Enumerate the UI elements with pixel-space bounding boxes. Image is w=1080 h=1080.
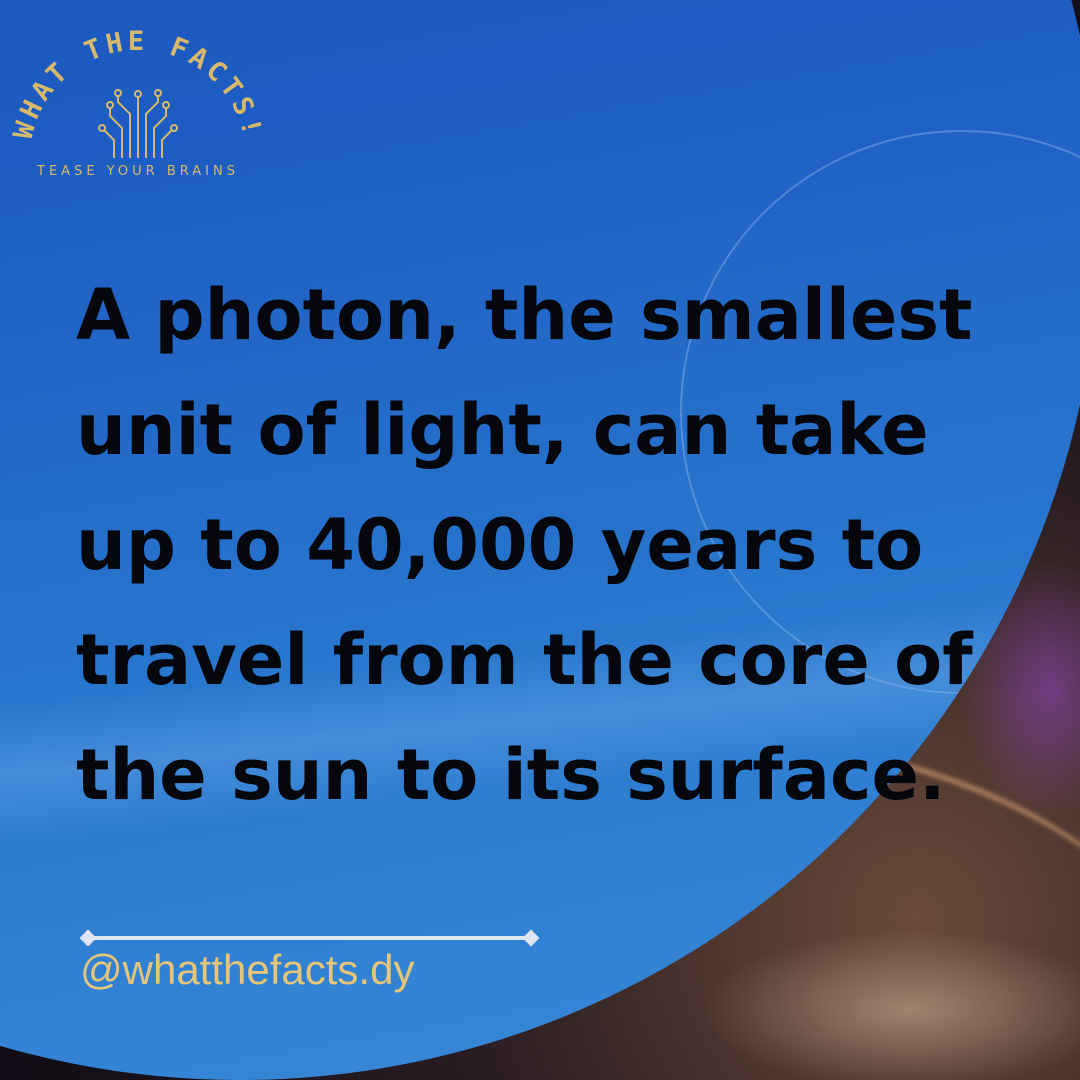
fact-line: unit of light, can take (76, 389, 929, 471)
brand-logo: WHAT THE FACTS! (8, 18, 268, 193)
background-warm-glow (700, 930, 1080, 1080)
brand-tagline: TEASE YOUR BRAINS (37, 164, 239, 179)
fact-line: the sun to its surface. (76, 734, 946, 816)
fact-line: travel from the core of (76, 619, 973, 701)
divider-line (88, 936, 532, 940)
fact-line: up to 40,000 years to (76, 504, 924, 586)
fact-text: A photon, the smallest unit of light, ca… (76, 258, 1036, 833)
fact-line: A photon, the smallest (76, 274, 973, 356)
circuit-brain-icon (98, 89, 178, 158)
social-handle: @whatthefacts.dy (80, 946, 415, 993)
